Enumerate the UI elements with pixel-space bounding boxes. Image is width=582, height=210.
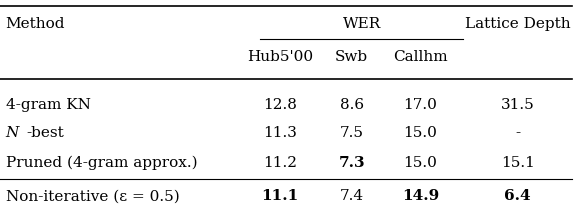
Text: 11.1: 11.1 — [262, 189, 299, 203]
Text: 12.8: 12.8 — [264, 98, 297, 112]
Text: 15.0: 15.0 — [403, 126, 438, 140]
Text: 31.5: 31.5 — [501, 98, 535, 112]
Text: 4-gram KN: 4-gram KN — [6, 98, 91, 112]
Text: Swb: Swb — [335, 50, 368, 64]
Text: Pruned (4-gram approx.): Pruned (4-gram approx.) — [6, 156, 197, 170]
Text: 14.9: 14.9 — [402, 189, 439, 203]
Text: Callhm: Callhm — [393, 50, 448, 64]
Text: Hub5'00: Hub5'00 — [247, 50, 313, 64]
Text: Lattice Depth: Lattice Depth — [465, 17, 570, 31]
Text: 15.1: 15.1 — [501, 156, 535, 170]
Text: 7.3: 7.3 — [339, 156, 365, 170]
Text: -: - — [515, 126, 520, 140]
Text: 15.0: 15.0 — [403, 156, 438, 170]
Text: -best: -best — [26, 126, 64, 140]
Text: WER: WER — [343, 17, 381, 31]
Text: N: N — [6, 126, 19, 140]
Text: 7.4: 7.4 — [340, 189, 364, 203]
Text: 11.2: 11.2 — [263, 156, 297, 170]
Text: 17.0: 17.0 — [403, 98, 438, 112]
Text: 11.3: 11.3 — [264, 126, 297, 140]
Text: Non-iterative (ε = 0.5): Non-iterative (ε = 0.5) — [6, 189, 179, 203]
Text: 6.4: 6.4 — [505, 189, 531, 203]
Text: 7.5: 7.5 — [340, 126, 364, 140]
Text: Method: Method — [6, 17, 65, 31]
Text: 8.6: 8.6 — [340, 98, 364, 112]
